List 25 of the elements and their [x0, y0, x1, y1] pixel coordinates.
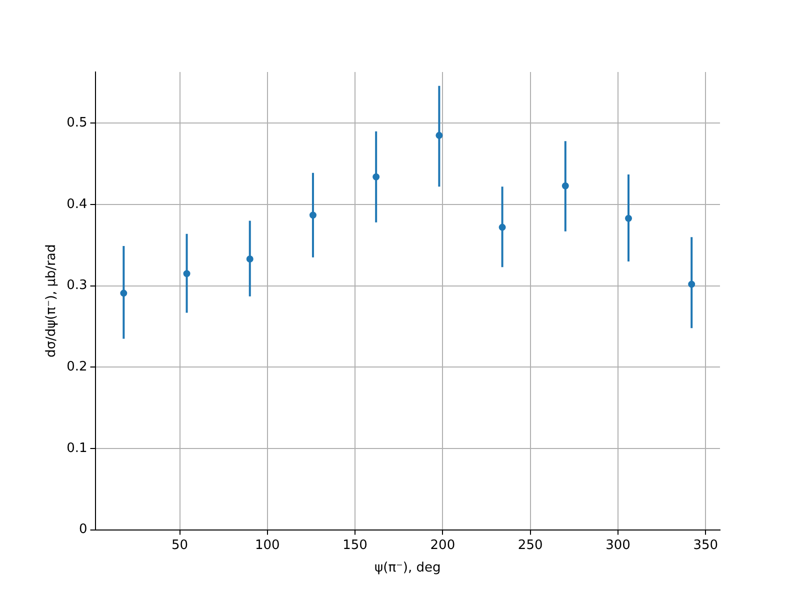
point: [372, 173, 380, 180]
point: [688, 280, 696, 288]
y-tick-label: 0.3: [66, 278, 88, 294]
x-axis-title: ψ(π⁻), deg: [374, 560, 441, 576]
point: [246, 256, 254, 263]
y-axis-title: dσ/dψ(π⁻), μb/rad: [44, 244, 60, 358]
x-tick-label: 150: [342, 538, 368, 553]
x-tick-label: 350: [693, 538, 718, 553]
y-tick-label: 0.2: [66, 360, 88, 375]
y-tick-label: 0.5: [66, 116, 88, 131]
point: [436, 132, 443, 139]
point: [625, 214, 632, 222]
x-tick-label: 50: [171, 538, 188, 553]
point: [498, 224, 506, 231]
point: [309, 212, 316, 219]
x-tick-label: 300: [606, 538, 630, 553]
point: [562, 182, 569, 190]
y-tick-label: 0: [78, 522, 88, 538]
point: [120, 290, 128, 297]
x-tick-label: 200: [430, 538, 456, 553]
x-tick-label: 250: [518, 538, 543, 553]
y-tick-label: 0.4: [66, 196, 88, 212]
point: [183, 270, 190, 278]
y-tick-label: 0.1: [66, 440, 88, 456]
x-tick-label: 100: [254, 538, 280, 553]
